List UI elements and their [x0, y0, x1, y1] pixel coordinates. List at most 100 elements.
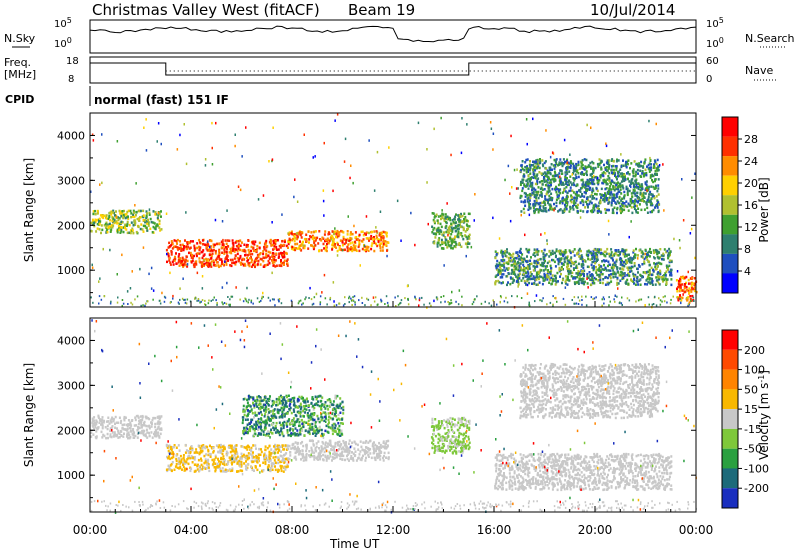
- noise-cell: [179, 287, 181, 290]
- data-cell: [535, 174, 538, 177]
- ground-scatter-cell: [663, 300, 666, 303]
- data-cell: [591, 172, 593, 176]
- data-cell: [526, 200, 529, 203]
- data-cell: [311, 244, 314, 247]
- data-cell: [598, 248, 601, 251]
- data-cell: [619, 205, 622, 208]
- data-cell: [296, 235, 299, 239]
- ground-scatter-cell: [603, 298, 605, 301]
- data-cell: [452, 226, 455, 230]
- noise-cell: [108, 225, 111, 228]
- data-cell: [302, 240, 304, 244]
- ground-scatter-cell: [313, 296, 316, 299]
- ground-scatter-cell: [348, 301, 350, 304]
- data-cell: [521, 268, 524, 272]
- data-cell: [546, 261, 549, 265]
- data-cell: [590, 273, 593, 276]
- ground-scatter-cell: [601, 298, 603, 301]
- data-cell: [137, 427, 140, 431]
- ground-scatter-cell: [311, 303, 314, 306]
- data-cell: [683, 276, 686, 280]
- data-cell: [582, 266, 585, 270]
- data-cell: [275, 448, 278, 451]
- data-cell: [577, 280, 580, 283]
- data-cell: [623, 255, 626, 258]
- data-cell: [373, 249, 376, 253]
- data-cell: [572, 277, 575, 280]
- data-cell: [531, 282, 533, 285]
- noise-cell: [309, 286, 311, 290]
- data-cell: [107, 416, 110, 419]
- data-cell: [494, 282, 497, 286]
- data-cell: [623, 202, 626, 205]
- data-cell: [611, 254, 614, 257]
- data-cell: [265, 239, 268, 243]
- data-cell: [637, 263, 640, 267]
- data-cell: [169, 468, 172, 471]
- data-cell: [241, 455, 244, 458]
- data-cell: [526, 183, 529, 186]
- data-cell: [577, 262, 580, 266]
- data-cell: [186, 265, 189, 268]
- data-cell: [464, 234, 467, 237]
- data-cell: [656, 249, 659, 252]
- data-cell: [691, 277, 694, 280]
- data-cell: [222, 245, 225, 248]
- data-cell: [195, 450, 198, 454]
- ground-scatter-cell: [208, 299, 210, 302]
- data-cell: [177, 457, 180, 460]
- noise-cell: [590, 126, 592, 129]
- noise-cell: [658, 164, 661, 167]
- data-cell: [650, 273, 653, 277]
- ground-scatter-cell: [621, 304, 623, 306]
- data-cell: [286, 258, 289, 261]
- data-cell: [136, 429, 139, 432]
- noise-cell: [368, 139, 370, 142]
- data-cell: [108, 211, 111, 215]
- data-cell: [614, 196, 617, 200]
- data-cell: [122, 226, 125, 229]
- data-cell: [235, 244, 238, 248]
- data-cell: [520, 164, 523, 167]
- data-cell: [645, 252, 648, 256]
- data-cell: [282, 470, 285, 473]
- noise-cell: [694, 172, 696, 175]
- data-cell: [268, 262, 271, 265]
- freq-step-trace: [90, 62, 696, 76]
- data-cell: [451, 230, 454, 233]
- noise-cell: [363, 244, 366, 248]
- data-cell: [151, 436, 154, 439]
- data-cell: [541, 195, 543, 198]
- data-cell: [157, 426, 160, 429]
- data-cell: [247, 253, 249, 257]
- data-cell: [286, 264, 289, 267]
- data-cell: [636, 280, 639, 284]
- data-cell: [625, 200, 628, 203]
- data-cell: [305, 238, 308, 241]
- data-cell: [594, 166, 597, 170]
- data-cell: [602, 252, 605, 256]
- data-cell: [614, 249, 617, 252]
- noise-cell: [691, 196, 693, 199]
- data-cell: [506, 248, 508, 251]
- data-cell: [454, 245, 457, 249]
- data-cell: [115, 434, 118, 438]
- data-cell: [503, 251, 506, 255]
- data-cell: [611, 171, 613, 175]
- data-cell: [254, 240, 257, 243]
- ground-scatter-cell: [230, 295, 232, 298]
- data-cell: [569, 207, 572, 211]
- data-cell: [517, 268, 520, 272]
- data-cell: [175, 463, 178, 466]
- data-cell: [589, 195, 592, 198]
- data-cell: [632, 251, 635, 254]
- data-cell: [555, 280, 558, 284]
- data-cell: [332, 239, 335, 242]
- data-cell: [433, 242, 436, 245]
- data-cell: [527, 278, 530, 281]
- ground-scatter-cell: [215, 299, 217, 302]
- data-cell: [504, 254, 507, 257]
- data-cell: [459, 215, 462, 218]
- ground-scatter-cell: [578, 299, 581, 302]
- data-cell: [687, 289, 690, 293]
